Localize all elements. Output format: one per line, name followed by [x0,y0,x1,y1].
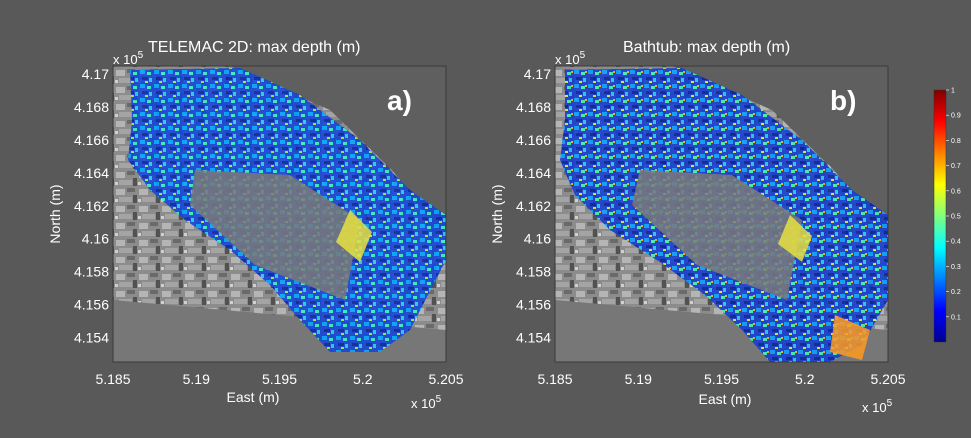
colorbar-tick-label: 0.4 [951,239,961,246]
panel-b-yticks: 4.17 4.168 4.166 4.164 4.162 4.16 4.158 4.156 4.… [516,66,551,345]
panel-a-ytick-label: 4.16 [82,231,109,247]
panel-b-x-multiplier: x 105 [862,398,893,415]
colorbar-tick-label: 1 [951,88,955,95]
panel-a-ytick-label: 4.168 [74,99,109,115]
panel-b-ytick-label: 4.154 [516,329,551,345]
panel-a-ylabel: North (m) [47,184,63,243]
depth-overlay [128,68,446,352]
panel-a-xtick-label: 5.205 [428,371,463,387]
panel-b-ytick-label: 4.164 [516,165,551,181]
panel-b-ytick-label: 4.156 [516,296,551,312]
panel-a-yticks: 4.17 4.168 4.166 4.164 4.162 4.16 4.158 4.156 4.… [74,66,109,345]
panel-b-letter: b) [830,85,856,116]
colorbar-gradient [933,89,947,343]
colorbar-tick-label: 0.2 [951,289,961,296]
panel-b-xticks: 5.185 5.19 5.195 5.2 5.205 [537,371,905,387]
panel-b-ytick-label: 4.16 [524,231,551,247]
colorbar-ticks: 1 0.9 0.8 0.7 0.6 0.5 0.4 0.3 0.2 0.1 [946,88,961,321]
colorbar-tick-label: 0.6 [951,188,961,195]
panel-a-xtick-label: 5.2 [353,371,373,387]
panel-a-xlabel: East (m) [227,389,280,405]
panel-a-xticks: 5.185 5.19 5.195 5.2 5.205 [95,371,463,387]
panel-a-y-multiplier: x 105 [113,50,144,67]
panel-b-xtick-label: 5.195 [704,371,739,387]
panel-b-ylabel: North (m) [489,184,505,243]
panel-a-ytick-label: 4.162 [74,198,109,214]
panel-b: Bathtub: max depth (m) b) x 105 x 105 Ea… [489,39,906,415]
panel-a-ytick-label: 4.166 [74,132,109,148]
panel-a-ytick-label: 4.164 [74,165,109,181]
panel-b-xtick-label: 5.185 [537,371,572,387]
panel-b-xtick-label: 5.19 [625,371,652,387]
panel-b-ytick-label: 4.158 [516,264,551,280]
panel-b-xtick-label: 5.205 [870,371,905,387]
panel-a-x-multiplier: x 105 [411,394,442,411]
panel-a-ytick-label: 4.17 [82,66,109,82]
panel-b-title: Bathtub: max depth (m) [623,39,790,56]
panel-a-xtick-label: 5.19 [183,371,210,387]
colorbar-tick-label: 0.3 [951,264,961,271]
panel-a-xtick-label: 5.195 [262,371,297,387]
colorbar-tick-label: 0.7 [951,163,961,170]
panel-a-xtick-label: 5.185 [95,371,130,387]
panel-a-ytick-label: 4.158 [74,264,109,280]
panel-b-ytick-label: 4.166 [516,132,551,148]
panel-a-ytick-label: 4.156 [74,296,109,312]
panel-b-ytick-label: 4.162 [516,198,551,214]
colorbar-tick-label: 0.5 [951,214,961,221]
colorbar: 1 0.9 0.8 0.7 0.6 0.5 0.4 0.3 0.2 0.1 [933,88,961,343]
panel-a: TELEMAC 2D: max depth (m) a) x 105 x 105… [47,39,464,411]
panel-b-xlabel: East (m) [699,391,752,407]
colorbar-tick-label: 0.1 [951,314,961,321]
panel-b-ytick-label: 4.168 [516,99,551,115]
depth-overlay [560,68,888,362]
panel-a-title: TELEMAC 2D: max depth (m) [148,39,361,56]
panel-b-ytick-label: 4.17 [524,66,551,82]
colorbar-tick-label: 0.9 [951,113,961,120]
panel-a-letter: a) [387,85,412,116]
panel-b-y-multiplier: x 105 [555,50,586,67]
colorbar-tick-label: 0.8 [951,138,961,145]
panel-a-ytick-label: 4.154 [74,329,109,345]
panel-b-xtick-label: 5.2 [795,371,815,387]
